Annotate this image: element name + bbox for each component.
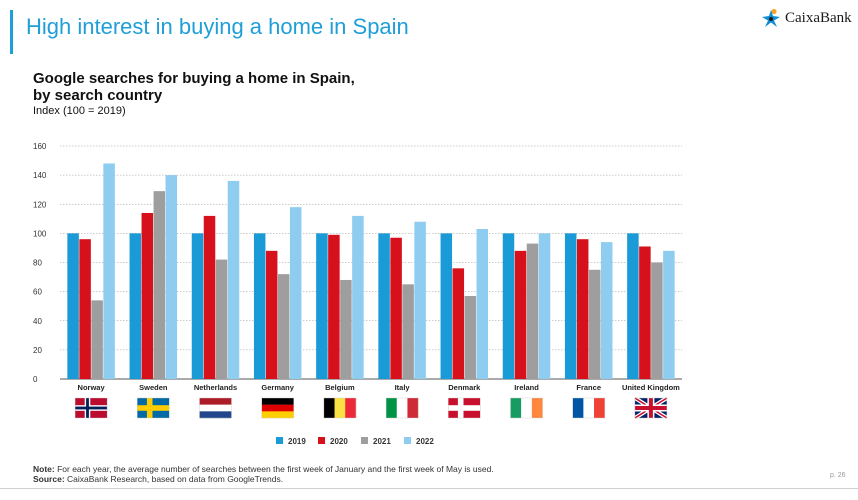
y-tick-label: 100 — [33, 229, 47, 238]
flag-france-icon — [572, 397, 605, 419]
bar-2022 — [538, 233, 551, 379]
page-number: p. 26 — [830, 472, 846, 479]
legend-swatch-2020 — [318, 437, 325, 444]
bar-2020 — [265, 250, 278, 379]
bar-2020 — [203, 215, 216, 379]
bar-2020 — [452, 268, 465, 379]
bar-2019 — [253, 233, 266, 379]
y-tick-label: 120 — [33, 200, 47, 209]
bar-2022 — [352, 215, 364, 379]
bar-2019 — [316, 233, 328, 379]
y-tick-label: 20 — [33, 346, 42, 355]
bar-2021 — [588, 269, 601, 379]
source-label: Source: — [33, 474, 65, 484]
bar-2022 — [165, 175, 178, 379]
bar-2022 — [476, 229, 489, 379]
footer-divider — [0, 488, 858, 489]
bar-2021 — [91, 300, 103, 379]
y-tick-label: 0 — [33, 375, 38, 384]
flag-italy-icon — [385, 397, 419, 419]
bar-2021 — [526, 243, 539, 379]
flag-united-kingdom-icon — [633, 396, 668, 420]
legend-swatch-2019 — [276, 437, 283, 444]
bar-2019 — [67, 233, 79, 379]
bar-2021 — [153, 191, 166, 379]
bar-2022 — [600, 242, 613, 379]
source-text: CaixaBank Research, based on data from G… — [64, 474, 284, 484]
bar-2022 — [227, 180, 240, 379]
x-tick-label: Netherlands — [194, 383, 237, 392]
bar-2019 — [191, 233, 204, 379]
note-label: Note: — [33, 464, 55, 474]
flag-germany-icon — [261, 397, 294, 419]
legend-label-2020: 2020 — [330, 437, 348, 446]
bar-2021 — [340, 279, 352, 379]
bar-2021 — [464, 295, 477, 379]
bar-2019 — [502, 233, 515, 379]
bar-2022 — [289, 207, 302, 379]
x-tick-label: Ireland — [514, 383, 539, 392]
y-tick-label: 160 — [33, 142, 47, 151]
bar-2020 — [390, 237, 402, 379]
chart-title: Google searches for buying a home in Spa… — [33, 70, 355, 104]
bar-2022 — [414, 221, 426, 379]
y-tick-label: 140 — [33, 171, 47, 180]
flag-norway-icon — [74, 397, 108, 419]
bar-2019 — [378, 233, 390, 379]
bar-2020 — [639, 246, 651, 379]
bar-2021 — [215, 259, 228, 379]
legend-swatch-2021 — [361, 437, 368, 444]
bar-2020 — [79, 239, 91, 379]
y-tick-label: 60 — [33, 288, 42, 297]
flag-netherlands-icon — [199, 397, 232, 419]
legend-swatch-2022 — [404, 437, 411, 444]
bar-2019 — [440, 233, 453, 379]
x-tick-label: Sweden — [139, 383, 168, 392]
source-line: Source: CaixaBank Research, based on dat… — [33, 474, 494, 484]
bar-2020 — [514, 250, 527, 379]
bar-2020 — [141, 212, 154, 379]
title-accent-bar — [10, 10, 13, 54]
bar-2021 — [402, 284, 414, 379]
chart-title-line2: by search country — [33, 87, 163, 104]
legend-label-2019: 2019 — [288, 437, 306, 446]
bar-2021 — [651, 262, 663, 379]
flag-belgium-icon — [323, 397, 357, 419]
bar-2019 — [129, 233, 142, 379]
x-tick-label: United Kingdom — [622, 383, 680, 392]
bar-2020 — [576, 239, 589, 379]
x-tick-label: Italy — [395, 383, 411, 392]
bar-2021 — [277, 274, 290, 379]
x-tick-label: Denmark — [448, 383, 481, 392]
note-text: For each year, the average number of sea… — [54, 464, 494, 474]
slide-title: High interest in buying a home in Spain — [26, 14, 409, 39]
x-tick-label: Norway — [78, 383, 106, 392]
bar-chart: 0 20 40 60 80 100 120 140 160 Norway Sweden Netherl… — [33, 142, 682, 446]
x-tick-label: Belgium — [325, 383, 355, 392]
bar-2019 — [564, 233, 577, 379]
star-icon — [762, 8, 780, 27]
chart-title-line1: Google searches for buying a home in Spa… — [33, 70, 355, 87]
chart-note: Note: For each year, the average number … — [33, 464, 494, 484]
bar-2019 — [627, 233, 639, 379]
logo-text: CaixaBank — [785, 9, 852, 26]
flag-denmark-icon — [448, 397, 481, 419]
y-tick-label: 40 — [33, 317, 42, 326]
flag-ireland-icon — [510, 397, 543, 419]
legend-label-2021: 2021 — [373, 437, 391, 446]
flag-sweden-icon — [137, 397, 170, 419]
x-tick-label: France — [576, 383, 601, 392]
bar-2022 — [663, 250, 675, 379]
note-line: Note: For each year, the average number … — [33, 464, 494, 474]
x-tick-label: Germany — [261, 383, 294, 392]
legend-label-2022: 2022 — [416, 437, 434, 446]
bar-2020 — [328, 234, 340, 379]
caixabank-logo: CaixaBank — [760, 8, 852, 28]
bar-2022 — [103, 163, 115, 379]
y-tick-label: 80 — [33, 259, 42, 268]
chart-subtitle: Index (100 = 2019) — [33, 105, 126, 117]
